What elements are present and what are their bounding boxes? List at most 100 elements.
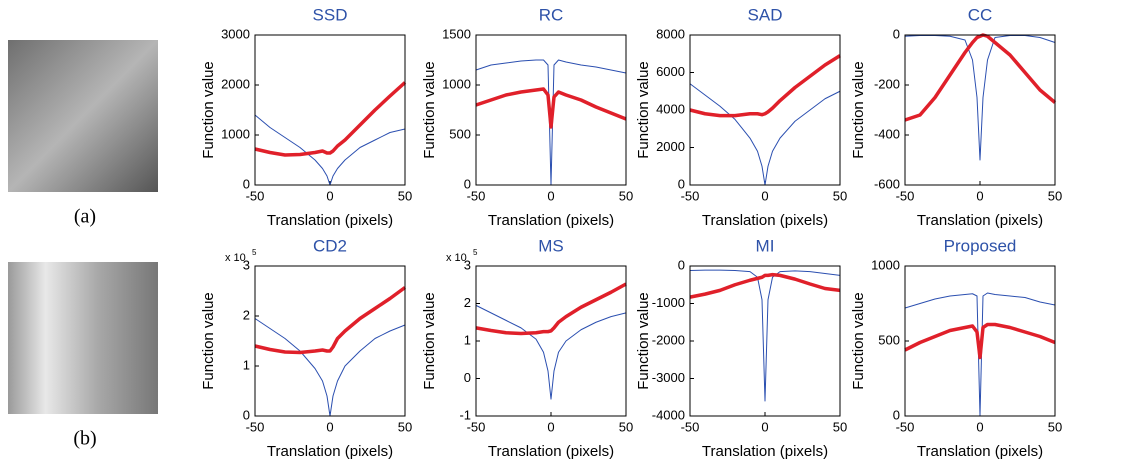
plot-area — [255, 35, 405, 185]
x-axis-label: Translation (pixels) — [917, 443, 1043, 460]
y-tick-label: 1500 — [442, 26, 471, 41]
y-tick-label: 4000 — [656, 101, 685, 116]
y-axis-label: Function value — [200, 61, 217, 159]
y-tick-label: 1 — [464, 332, 471, 347]
data-line — [254, 286, 407, 355]
image-b — [8, 262, 158, 414]
x-tick-label: 0 — [976, 188, 983, 203]
x-tick-label: 0 — [547, 419, 554, 434]
x-tick-label: 50 — [619, 419, 633, 434]
x-tick-label: 0 — [326, 419, 333, 434]
y-tick-label: 3000 — [221, 26, 250, 41]
axes-box — [254, 265, 406, 417]
chart-title: CC — [968, 5, 993, 24]
y-tick-label: 1000 — [221, 126, 250, 141]
y-axis-label: Function value — [635, 292, 652, 390]
x-tick-label: 50 — [1048, 188, 1062, 203]
x-tick-label: 50 — [833, 419, 847, 434]
chart-title: MS — [538, 236, 564, 255]
data-line — [904, 33, 1057, 122]
y-tick-label: 0 — [893, 407, 900, 422]
plot-area — [905, 35, 1055, 185]
x-tick-label: -50 — [896, 419, 915, 434]
x-tick-label: 0 — [547, 188, 554, 203]
x-tick-label: 0 — [761, 188, 768, 203]
y-tick-label: 8000 — [656, 26, 685, 41]
chart-title: Proposed — [944, 236, 1017, 255]
x-tick-label: 0 — [326, 188, 333, 203]
y-axis-label: Function value — [421, 61, 438, 159]
chart-title: SAD — [748, 5, 783, 24]
y-tick-label: 0 — [243, 176, 250, 191]
y-tick-label: 1000 — [442, 76, 471, 91]
y-tick-label: 1 — [243, 357, 250, 372]
x-axis-label: Translation (pixels) — [488, 443, 614, 460]
y-tick-label: -1000 — [652, 295, 685, 310]
y-tick-label: 0 — [464, 176, 471, 191]
x-tick-label: 50 — [398, 188, 412, 203]
y-tick-label: 0 — [678, 176, 685, 191]
x-tick-label: -50 — [246, 188, 265, 203]
x-tick-label: -50 — [896, 188, 915, 203]
y-scale-label: x 10 — [446, 252, 467, 264]
y-scale-label: x 10 — [225, 252, 246, 264]
y-tick-label: 0 — [678, 257, 685, 272]
axes-box — [689, 265, 841, 417]
data-line — [689, 269, 841, 402]
y-tick-label: 0 — [464, 370, 471, 385]
y-tick-label: -1 — [459, 407, 471, 422]
image-caption: (a) — [74, 206, 96, 228]
chart-title: RC — [539, 5, 564, 24]
y-axis-label: Function value — [635, 61, 652, 159]
axes-box — [904, 34, 1056, 186]
axes-box — [904, 265, 1056, 417]
x-tick-label: -50 — [681, 419, 700, 434]
y-tick-label: -400 — [874, 126, 900, 141]
y-tick-label: 3 — [243, 257, 250, 272]
x-tick-label: 50 — [619, 188, 633, 203]
chart-title: SSD — [313, 5, 348, 24]
x-axis-label: Translation (pixels) — [917, 212, 1043, 229]
data-line — [904, 322, 1056, 360]
y-tick-label: -600 — [874, 176, 900, 191]
x-tick-label: 50 — [833, 188, 847, 203]
x-tick-label: 0 — [761, 419, 768, 434]
y-tick-label: -2000 — [652, 332, 685, 347]
y-tick-label: -3000 — [652, 370, 685, 385]
axes-box — [475, 34, 627, 186]
x-tick-label: -50 — [467, 188, 486, 203]
x-tick-label: -50 — [246, 419, 265, 434]
y-tick-label: 2000 — [656, 139, 685, 154]
data-line — [254, 81, 407, 157]
y-axis-label: Function value — [850, 292, 867, 390]
chart-title: MI — [756, 236, 775, 255]
axes-box — [254, 34, 406, 186]
data-line — [689, 272, 841, 299]
y-tick-label: 0 — [243, 407, 250, 422]
y-tick-label: 500 — [878, 332, 900, 347]
y-axis-label: Function value — [200, 292, 217, 390]
x-axis-label: Translation (pixels) — [267, 443, 393, 460]
data-line — [475, 87, 627, 129]
y-tick-label: 2 — [464, 295, 471, 310]
data-line — [475, 304, 627, 400]
x-tick-label: 50 — [398, 419, 412, 434]
data-line — [475, 282, 627, 336]
axes-box — [689, 34, 841, 186]
plot-area — [255, 266, 405, 416]
x-axis-label: Translation (pixels) — [702, 443, 828, 460]
y-axis-label: Function value — [850, 61, 867, 159]
y-tick-label: -4000 — [652, 407, 685, 422]
chart-title: CD2 — [313, 236, 347, 255]
plot-area — [690, 35, 840, 185]
image-caption: (b) — [73, 428, 96, 450]
y-tick-label: 2000 — [221, 76, 250, 91]
x-tick-label: -50 — [467, 419, 486, 434]
y-tick-label: 1000 — [871, 257, 900, 272]
data-line — [689, 54, 841, 118]
image-a — [8, 40, 158, 192]
x-axis-label: Translation (pixels) — [267, 212, 393, 229]
axes-box — [475, 265, 627, 417]
y-tick-label: 500 — [449, 126, 471, 141]
